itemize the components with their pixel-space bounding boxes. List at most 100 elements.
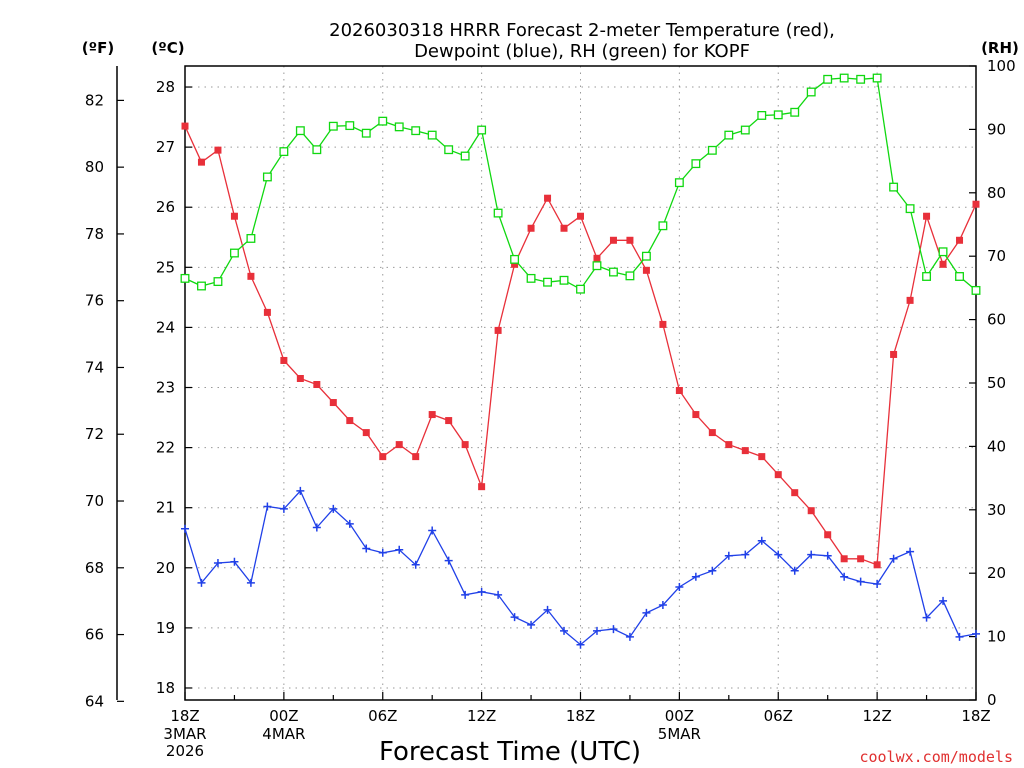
temperature-point (544, 194, 552, 202)
rh-point (938, 247, 948, 257)
temperature-point (478, 483, 486, 491)
dewpoint-point (807, 550, 816, 559)
celsius-axis: 18 19 20 21 22 23 24 25 26 27 28 (156, 78, 192, 697)
time-tick-label: 18Z (170, 707, 199, 725)
temperature-point (346, 417, 354, 425)
rh-point (444, 145, 454, 155)
dewpoint-point (246, 578, 255, 587)
dewpoint-point (329, 504, 338, 513)
temperature-point (956, 236, 964, 244)
temperature-point (494, 326, 502, 334)
rh-point (806, 87, 816, 97)
dewpoint-point (477, 587, 486, 596)
dewpoint-point (444, 556, 453, 565)
dewpoint-point (972, 629, 980, 638)
dewpoint-point (955, 632, 964, 641)
dewpoint-point (213, 558, 222, 567)
rh-point (674, 178, 684, 188)
dewpoint-point (658, 601, 667, 610)
rh-axis: 0 10 20 30 40 50 60 70 80 90 100 (969, 57, 1016, 709)
rh-point (971, 285, 981, 295)
plot-frame (184, 65, 977, 701)
rh-point (460, 151, 470, 161)
rh-point (658, 221, 668, 231)
celsius-tick-label: 25 (156, 258, 175, 276)
dewpoint-point (939, 596, 948, 605)
temperature-point (642, 266, 650, 274)
dewpoint-point (279, 504, 288, 513)
rh-point (757, 111, 767, 120)
rh-point (246, 233, 256, 243)
temperature-point (972, 200, 980, 208)
celsius-tick-label: 19 (156, 619, 175, 637)
dewpoint-point (494, 590, 503, 599)
celsius-tick-label: 21 (156, 499, 175, 517)
temperature-point (857, 555, 865, 563)
temperature-point (923, 212, 931, 220)
temperature-point (577, 212, 584, 220)
celsius-tick-label: 23 (156, 379, 175, 397)
time-tick-label: 00Z (665, 707, 694, 725)
x-axis-title: Forecast Time (UTC) (379, 737, 641, 767)
dewpoint-point (510, 613, 519, 622)
rh-point (790, 107, 800, 117)
dewpoint-point (889, 554, 898, 563)
rh-unit-label: (RH) (981, 39, 1019, 57)
rh-point (394, 122, 404, 132)
temperature-point (824, 531, 832, 539)
temperature-point (758, 453, 766, 461)
rh-point (427, 130, 437, 140)
fahrenheit-tick-label: 66 (85, 626, 104, 644)
temperature-point (890, 350, 898, 358)
temperature-point (461, 441, 469, 449)
dewpoint-point (922, 613, 931, 622)
dewpoint-point (263, 502, 272, 511)
temperature-point (939, 260, 947, 268)
temperature-point (692, 411, 700, 419)
rh-point (823, 74, 833, 84)
dewpoint-point (708, 566, 717, 575)
time-date-label: 3MAR (163, 725, 206, 743)
rh-point (295, 126, 305, 136)
temperature-point (873, 561, 881, 569)
time-date-label: 2026 (166, 742, 204, 760)
rh-point (361, 128, 371, 138)
rh-point (493, 208, 503, 218)
temperature-point (181, 122, 189, 130)
dewpoint-point (823, 551, 832, 560)
time-tick-label: 12Z (862, 707, 891, 725)
credit-text: coolwx.com/models (859, 748, 1013, 766)
dewpoint-point (691, 572, 700, 581)
dewpoint-point (873, 580, 882, 589)
fahrenheit-axis: 64 66 68 70 72 74 76 78 80 82 (85, 91, 124, 710)
dewpoint-point (757, 536, 766, 545)
rh-point (905, 204, 915, 214)
temperature-point (675, 387, 683, 395)
rh-point (724, 130, 734, 140)
rh-point (641, 251, 651, 261)
temperature-point (906, 296, 914, 304)
gridlines (184, 66, 977, 700)
dewpoint-point (181, 524, 189, 533)
temperature-point (230, 212, 238, 220)
temperature-point (708, 429, 716, 437)
dewpoint-point (576, 640, 585, 649)
dewpoint-point (592, 626, 601, 635)
time-date-label: 4MAR (262, 725, 305, 743)
rh-point (889, 182, 899, 192)
dewpoint-point (840, 572, 849, 581)
dewpoint-point (724, 551, 733, 560)
rh-point (328, 121, 338, 131)
rh-point (773, 110, 783, 120)
temperature-point (445, 417, 453, 425)
temperature-point (791, 489, 799, 497)
rh-point (197, 281, 206, 291)
time-tick-label: 06Z (764, 707, 793, 725)
temperature-point (280, 356, 288, 364)
dewpoint-point (856, 577, 865, 586)
rh-point (510, 254, 520, 264)
rh-point (707, 145, 717, 155)
dewpoint-point (230, 557, 239, 566)
rh-point (740, 125, 750, 135)
